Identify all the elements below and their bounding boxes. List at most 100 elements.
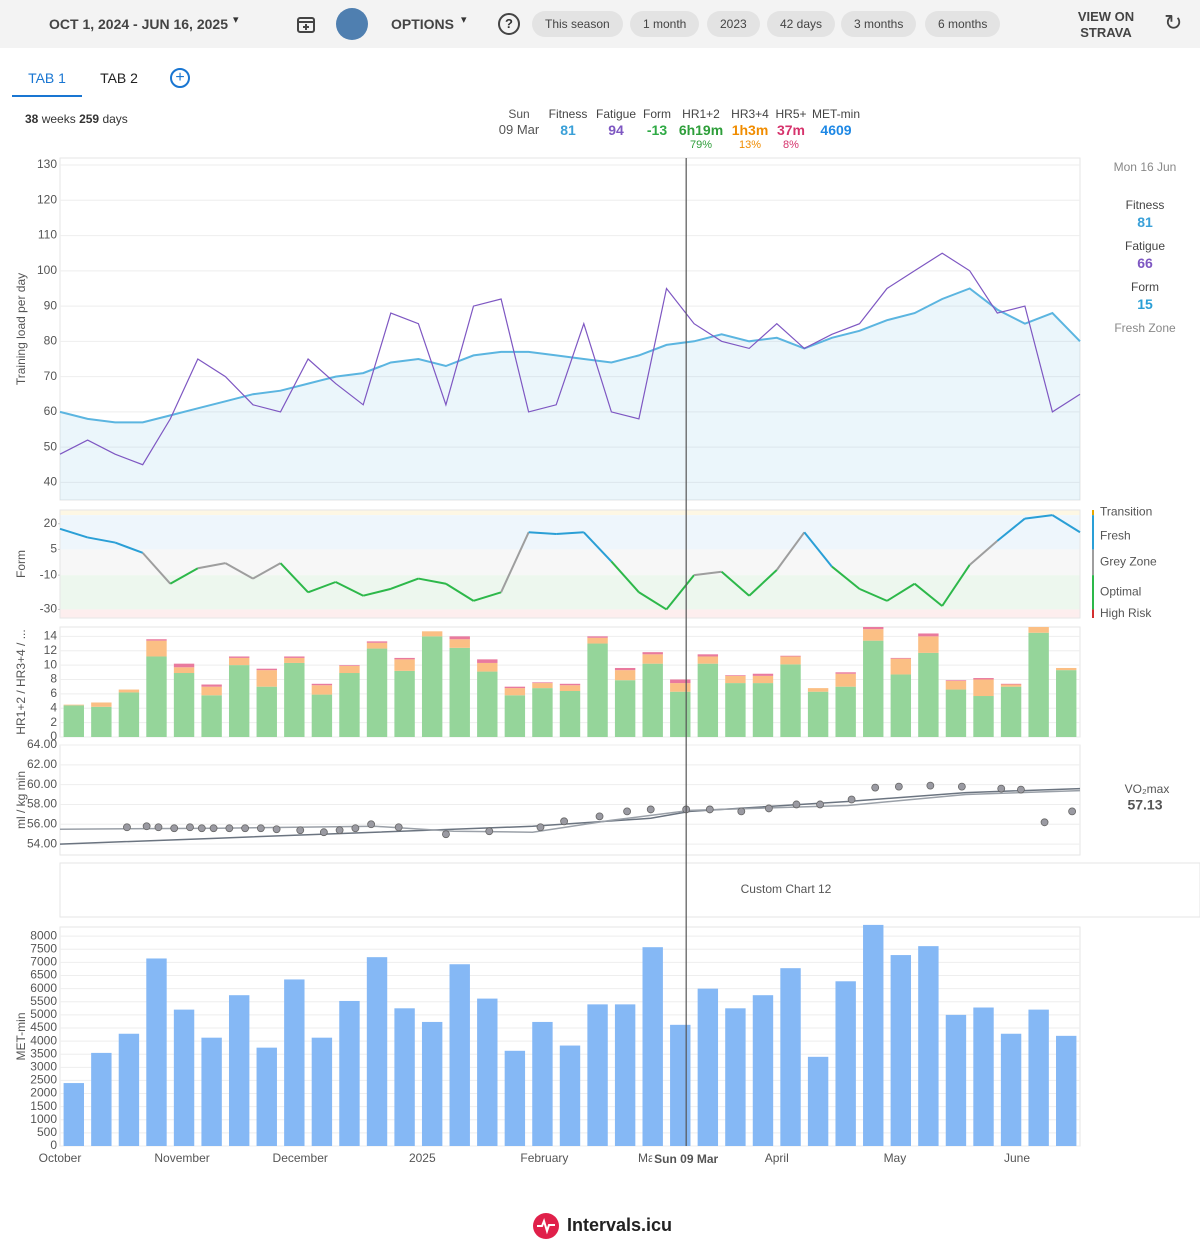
y-axis-label: Training load per day [14, 273, 28, 385]
bar-segment [670, 679, 691, 684]
bar-segment [918, 652, 939, 737]
preset-chip[interactable]: 1 month [630, 11, 700, 37]
bar [697, 988, 719, 1146]
y-tick-label: 2 [50, 715, 57, 729]
form-segment [969, 540, 998, 566]
tab[interactable]: TAB 2 [100, 70, 138, 86]
x-tick-label: December [273, 1151, 328, 1165]
bar-segment [201, 686, 222, 696]
bar-segment [201, 684, 222, 687]
form-segment [141, 552, 172, 585]
preset-chip[interactable]: 42 days [767, 11, 836, 37]
bar-segment [449, 639, 470, 648]
bar [256, 1047, 277, 1146]
vo2-point [764, 804, 773, 813]
bar [725, 1008, 746, 1146]
form-segment [913, 582, 943, 607]
metric-percent: 8% [783, 139, 799, 151]
form-segment [252, 562, 282, 580]
form-segment [665, 574, 695, 611]
vo2-point [256, 824, 265, 833]
bar-segment [863, 629, 884, 641]
bar-segment [587, 637, 608, 644]
form-segment [418, 577, 447, 585]
y-tick-label: 4000 [30, 1033, 57, 1047]
bar-segment [421, 631, 443, 637]
y-tick-label: 60.00 [27, 777, 57, 791]
vo2-point [351, 824, 360, 833]
form-segment [87, 536, 116, 544]
side-zone: Fresh Zone [1114, 321, 1176, 335]
bar [504, 1050, 526, 1146]
zone-marker [1092, 549, 1094, 576]
bar [339, 1000, 360, 1146]
avatar[interactable] [336, 8, 368, 40]
y-tick-label: 500 [37, 1125, 57, 1139]
bar [146, 958, 167, 1146]
toolbar: OCT 1, 2024 - JUN 16, 2025 ▾ OPTIONS ▾ ?… [0, 0, 1200, 48]
view-on-strava[interactable]: VIEW ON STRAVA [1077, 9, 1135, 40]
bar-segment [366, 642, 388, 649]
metric-value: -13 [646, 122, 668, 138]
bar-segment [339, 673, 360, 737]
metric-label: MET-min [812, 107, 860, 121]
side-label: Fitness [1125, 198, 1165, 212]
y-tick-label: 8000 [30, 928, 57, 942]
form-segment [169, 567, 199, 585]
metric-value: 94 [608, 122, 624, 138]
help-icon[interactable]: ? [498, 13, 520, 35]
y-tick-label: 1000 [30, 1112, 57, 1126]
bar-segment [311, 683, 333, 686]
bar-segment [1000, 684, 1022, 687]
y-tick-label: 100 [37, 263, 57, 277]
bar-segment [780, 655, 801, 657]
bar [421, 1021, 443, 1146]
preset-chip[interactable]: This season [532, 11, 623, 37]
preset-chip[interactable]: 2023 [707, 11, 760, 37]
options[interactable]: OPTIONS [391, 16, 455, 32]
bar [752, 995, 774, 1146]
y-tick-label: 6000 [30, 981, 57, 995]
caret[interactable]: ▾ [233, 14, 239, 26]
vo2-point [871, 783, 880, 792]
vo2-point [142, 822, 151, 831]
form-segment [803, 531, 833, 568]
y-tick-label: 2000 [30, 1086, 57, 1100]
y-tick-label: 4 [50, 700, 57, 714]
x-tick-label: May [884, 1151, 907, 1165]
y-tick-label: 0 [50, 1138, 57, 1152]
y-tick-label: 0 [50, 729, 57, 743]
x-tick-label: June [1004, 1151, 1030, 1165]
bar-segment [587, 643, 608, 737]
caret[interactable]: ▾ [461, 14, 467, 26]
bar-segment [835, 686, 856, 737]
y-tick-label: 20 [44, 516, 58, 530]
bar-segment [752, 683, 774, 737]
calendar-icon[interactable] [296, 14, 316, 34]
side-value: 15 [1137, 296, 1153, 312]
metric-label: HR3+4 [731, 107, 769, 121]
y-tick-label: 60 [44, 404, 58, 418]
date-range[interactable]: OCT 1, 2024 - JUN 16, 2025 [49, 16, 228, 32]
bar-segment [752, 675, 774, 684]
vo2-point [367, 820, 376, 829]
bar [890, 955, 912, 1146]
bar-segment [642, 654, 663, 664]
add-tab[interactable]: + [170, 68, 190, 88]
preset-chip[interactable]: 3 months [841, 11, 917, 37]
y-tick-label: 12 [44, 643, 58, 657]
tab[interactable]: TAB 1 [12, 62, 82, 97]
metric-label: Fatigue [595, 107, 637, 121]
vo2-point [1017, 785, 1025, 794]
refresh-icon[interactable]: ↻ [1164, 10, 1183, 35]
bar-segment [118, 692, 140, 737]
bar-segment [863, 627, 884, 630]
form-segment [583, 531, 613, 563]
bar-segment [670, 683, 691, 692]
preset-chip[interactable]: 6 months [925, 11, 1001, 37]
metric-label: HR1+2 [682, 107, 720, 121]
cursor-date-text: 09 Mar [498, 122, 540, 137]
form-segment [500, 531, 530, 593]
